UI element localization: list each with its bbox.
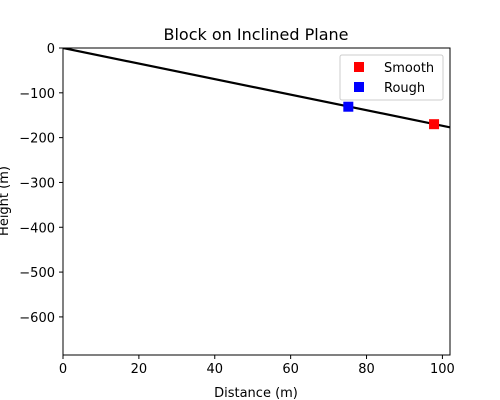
x-tick-label: 80 <box>358 362 375 377</box>
y-tick-label: −500 <box>19 266 55 281</box>
y-axis: 0 −100 −200 −300 −400 −500 −600 <box>19 42 63 326</box>
y-tick-label: −300 <box>19 176 55 191</box>
x-axis: 0 20 40 60 80 100 <box>59 355 455 377</box>
chart-title: Block on Inclined Plane <box>163 25 348 44</box>
plot-area <box>63 48 450 130</box>
y-axis-label: Height (m) <box>0 166 12 236</box>
y-tick-label: −200 <box>19 132 55 147</box>
legend-label-smooth: Smooth <box>384 61 434 76</box>
x-tick-label: 60 <box>282 362 299 377</box>
x-tick-label: 40 <box>206 362 223 377</box>
x-tick-label: 20 <box>131 362 148 377</box>
point-rough <box>343 101 354 112</box>
legend: Smooth Rough <box>339 54 444 101</box>
y-tick-label: 0 <box>47 42 55 57</box>
legend-marker-rough <box>354 82 364 92</box>
legend-marker-smooth <box>354 62 364 72</box>
legend-box <box>339 54 444 101</box>
y-tick-label: −600 <box>19 311 55 326</box>
legend-label-rough: Rough <box>384 81 425 96</box>
x-tick-label: 100 <box>430 362 455 377</box>
y-tick-label: −400 <box>19 221 55 236</box>
incline-line <box>63 48 450 129</box>
x-axis-label: Distance (m) <box>214 386 298 400</box>
y-tick-label: −100 <box>19 87 55 102</box>
x-tick-label: 0 <box>59 362 67 377</box>
plot-frame <box>62 47 451 356</box>
point-smooth <box>429 119 440 130</box>
